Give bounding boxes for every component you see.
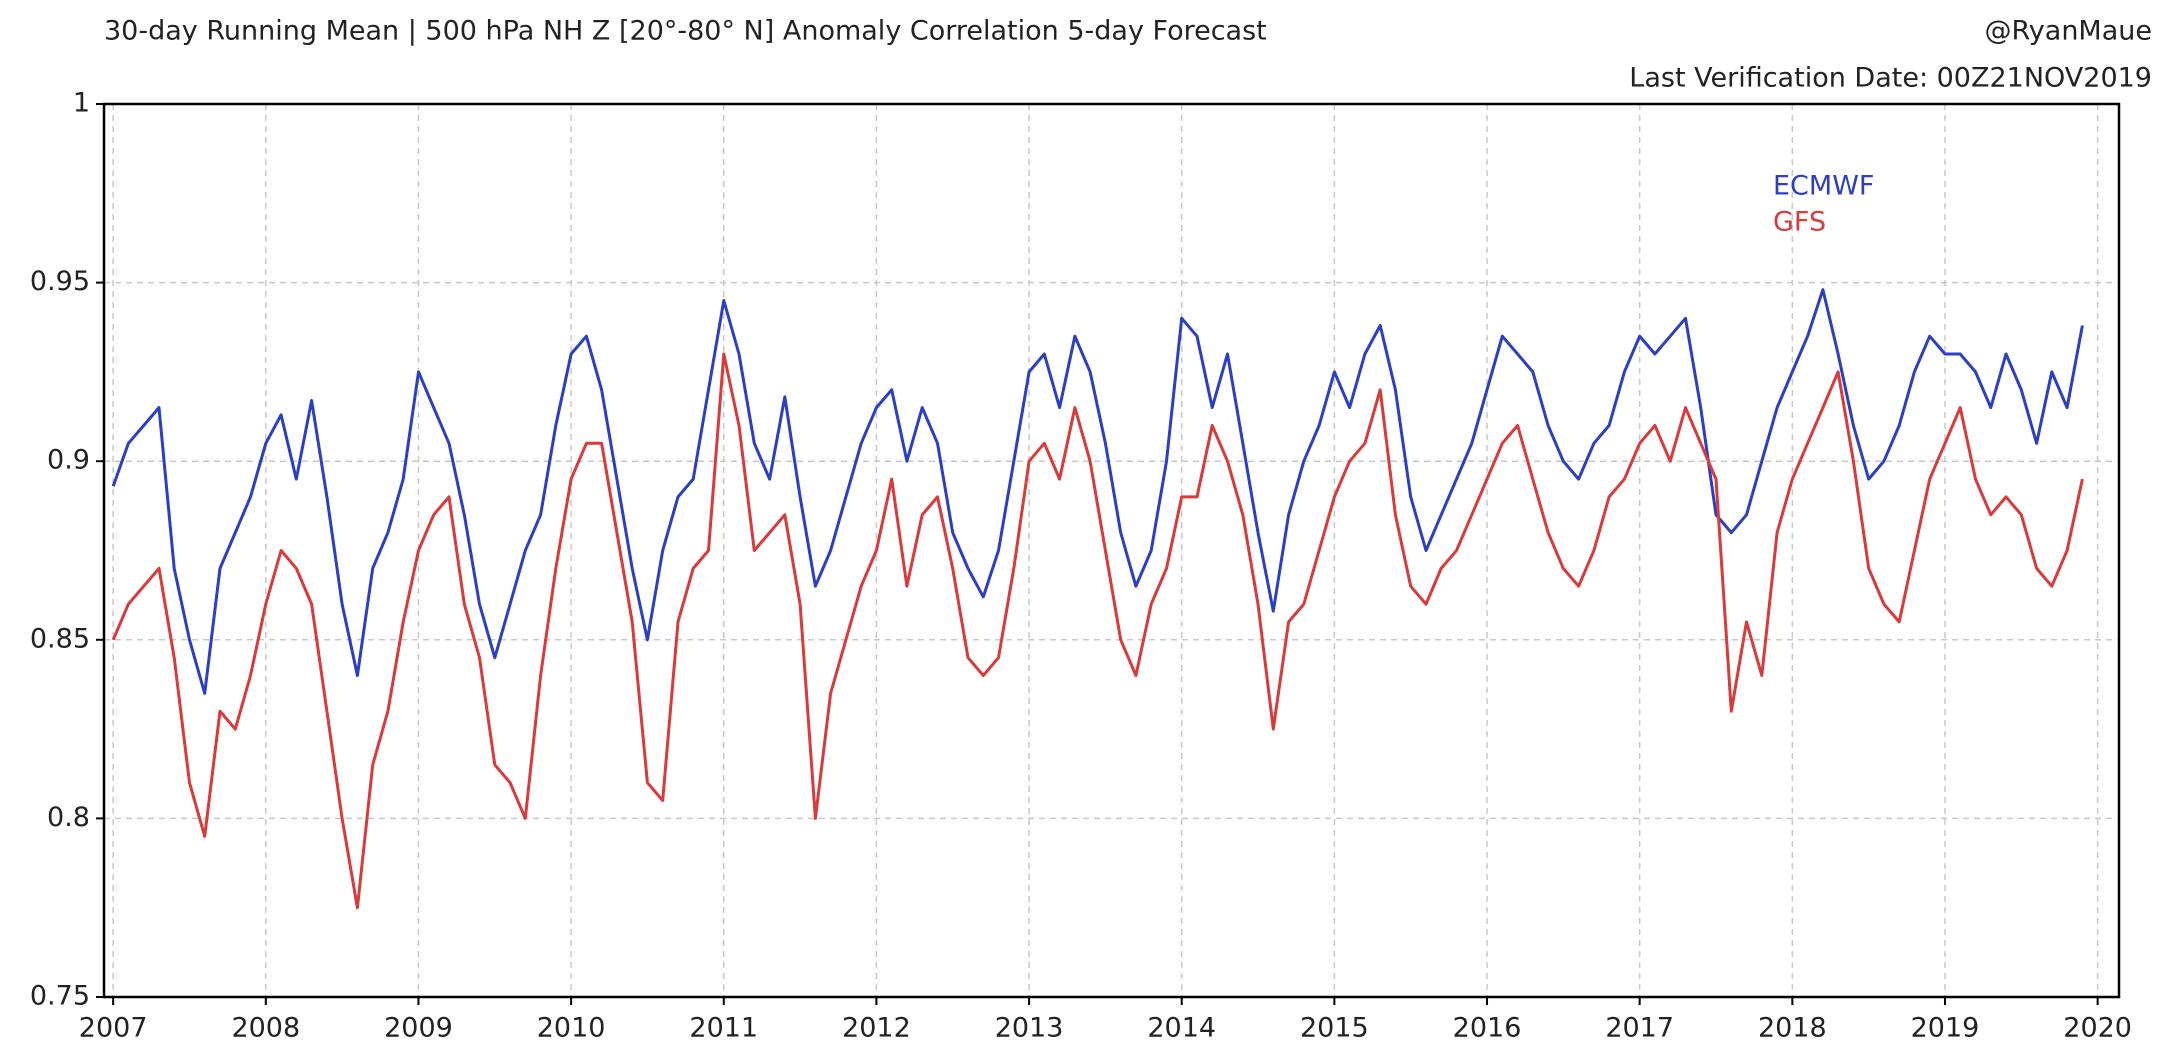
- x-tick-label: 2007: [79, 1013, 148, 1044]
- x-tick-label: 2008: [231, 1013, 300, 1044]
- x-tick-label: 2014: [1147, 1013, 1216, 1044]
- plot-frame: [102, 102, 2121, 999]
- x-tick-label: 2011: [689, 1013, 758, 1044]
- x-tick-label: 2015: [1300, 1013, 1369, 1044]
- line-series: [111, 288, 2084, 695]
- x-tick-label: 2012: [842, 1013, 911, 1044]
- x-tick-label: 2010: [537, 1013, 606, 1044]
- y-tick-label: 1: [73, 88, 90, 119]
- x-tick-label: 2020: [2063, 1013, 2132, 1044]
- x-tick-label: 2017: [1605, 1013, 1674, 1044]
- y-tick-label: 0.95: [30, 266, 90, 297]
- legend-label: GFS: [1773, 207, 1826, 238]
- line-series: [111, 352, 2084, 910]
- y-tick-label: 0.8: [47, 802, 90, 833]
- x-tick-label: 2018: [1758, 1013, 1827, 1044]
- x-tick-label: 2019: [1911, 1013, 1980, 1044]
- legend-label: ECMWF: [1773, 171, 1874, 202]
- x-tick-label: 2016: [1453, 1013, 1522, 1044]
- credit: @RyanMaue: [1985, 16, 2152, 47]
- x-tick-label: 2013: [995, 1013, 1064, 1044]
- y-tick-label: 0.9: [47, 445, 90, 476]
- y-tick-label: 0.85: [30, 623, 90, 654]
- subtitle: Last Verification Date: 00Z21NOV2019: [1629, 63, 2152, 94]
- y-tick-label: 0.75: [30, 981, 90, 1012]
- chart-title: 30-day Running Mean | 500 hPa NH Z [20°-…: [104, 16, 1267, 47]
- x-tick-label: 2009: [384, 1013, 453, 1044]
